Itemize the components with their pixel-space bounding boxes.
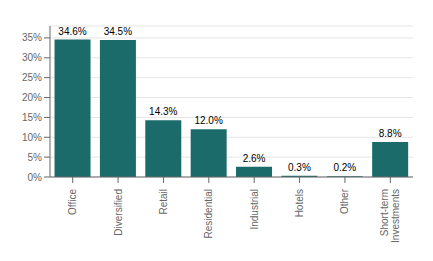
svg-text:34.5%: 34.5% bbox=[104, 26, 132, 37]
svg-text:14.3%: 14.3% bbox=[149, 106, 177, 117]
svg-text:Hotels: Hotels bbox=[294, 189, 305, 217]
svg-text:10%: 10% bbox=[22, 132, 42, 143]
svg-text:Office: Office bbox=[67, 189, 78, 215]
svg-text:15%: 15% bbox=[22, 112, 42, 123]
svg-text:Diversified: Diversified bbox=[113, 189, 124, 236]
svg-text:30%: 30% bbox=[22, 52, 42, 63]
svg-text:Industrial: Industrial bbox=[249, 189, 260, 230]
svg-text:Retail: Retail bbox=[158, 189, 169, 215]
svg-text:34.6%: 34.6% bbox=[58, 26, 86, 37]
svg-text:Short-termInvestments: Short-termInvestments bbox=[379, 189, 401, 243]
svg-text:35%: 35% bbox=[22, 32, 42, 43]
svg-text:0.3%: 0.3% bbox=[288, 162, 311, 173]
svg-text:20%: 20% bbox=[22, 92, 42, 103]
svg-text:0%: 0% bbox=[28, 172, 43, 183]
svg-text:Residential: Residential bbox=[203, 189, 214, 238]
svg-text:12.0%: 12.0% bbox=[194, 115, 222, 126]
svg-text:0.2%: 0.2% bbox=[333, 162, 356, 173]
svg-text:5%: 5% bbox=[28, 152, 43, 163]
svg-text:8.8%: 8.8% bbox=[379, 128, 402, 139]
svg-text:Other: Other bbox=[339, 188, 350, 214]
svg-text:25%: 25% bbox=[22, 72, 42, 83]
svg-text:2.6%: 2.6% bbox=[243, 153, 266, 164]
